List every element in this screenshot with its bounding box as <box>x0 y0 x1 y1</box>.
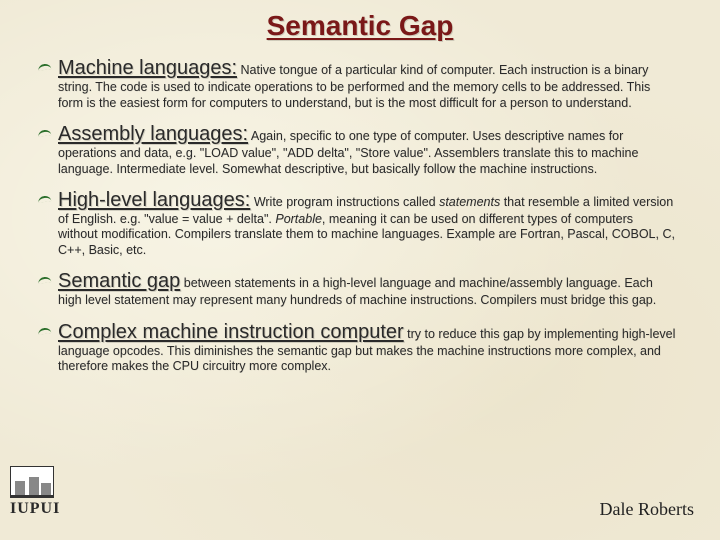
term: Complex machine instruction computer <box>58 321 404 343</box>
list-item: Complex machine instruction computer try… <box>58 320 676 375</box>
term: High-level languages: <box>58 189 250 211</box>
list-item: Machine languages: Native tongue of a pa… <box>58 56 676 111</box>
list-item: High-level languages: Write program inst… <box>58 188 676 258</box>
bullet-list: Machine languages: Native tongue of a pa… <box>0 42 720 374</box>
italic-word: Portable <box>275 212 322 226</box>
italic-word: statements <box>439 195 500 209</box>
body: Write program instructions called <box>250 195 439 209</box>
term: Assembly languages: <box>58 123 248 145</box>
list-item: Assembly languages: Again, specific to o… <box>58 122 676 177</box>
term: Semantic gap <box>58 270 180 292</box>
iupui-logo: IUPUI <box>10 466 56 526</box>
term: Machine languages: <box>58 57 237 79</box>
author-name: Dale Roberts <box>600 499 694 520</box>
slide-title: Semantic Gap <box>0 0 720 42</box>
list-item: Semantic gap between statements in a hig… <box>58 269 676 309</box>
logo-icon <box>10 466 54 498</box>
logo-text: IUPUI <box>10 500 56 518</box>
